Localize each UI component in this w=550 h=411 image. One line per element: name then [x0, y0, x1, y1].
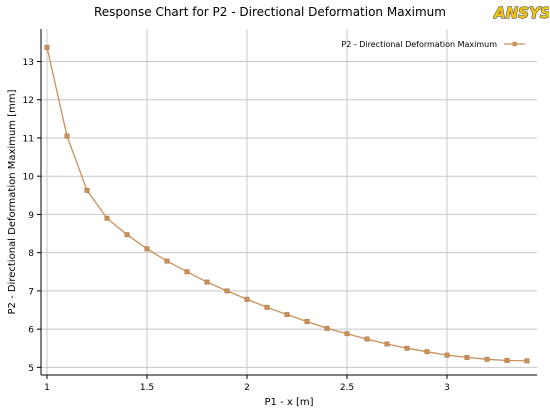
y-tick-label: 11: [23, 134, 34, 144]
plot-area: [41, 29, 537, 375]
data-point: [264, 304, 270, 310]
grid-lines: [41, 29, 537, 375]
data-point: [144, 246, 150, 252]
y-tick-label: 5: [28, 364, 34, 374]
y-tick-label: 6: [28, 326, 34, 336]
y-tick-label: 9: [28, 211, 34, 221]
data-point: [444, 352, 450, 358]
x-tick-label: 3: [444, 383, 450, 393]
data-point: [244, 296, 250, 302]
data-point: [184, 269, 190, 275]
y-axis-label: P2 - Directional Deformation Maximum [mm…: [7, 89, 18, 314]
data-point: [484, 356, 490, 362]
data-point: [524, 358, 530, 364]
tick-labels: 1 1.5 2 2.5 3 5 6 7 8 9 10 11 12 13: [23, 58, 450, 393]
data-point: [364, 336, 370, 342]
data-point: [164, 258, 170, 264]
data-point: [344, 331, 350, 337]
ansys-logo: ANSYS: [493, 3, 549, 22]
data-point: [504, 358, 510, 363]
data-point: [124, 232, 130, 238]
legend-marker: [512, 41, 517, 47]
y-tick-label: 13: [23, 58, 34, 68]
x-tick-label: 2.5: [340, 383, 354, 393]
svg-text:ANSYS: ANSYS: [493, 4, 549, 22]
x-axis-label: P1 - x [m]: [265, 397, 314, 408]
y-tick-label: 10: [23, 173, 35, 183]
legend: P2 - Directional Deformation Maximum: [341, 40, 525, 49]
data-point: [404, 345, 410, 351]
data-point: [384, 341, 390, 347]
data-point: [84, 187, 90, 193]
x-tick-label: 2: [244, 383, 250, 393]
data-point: [464, 354, 470, 360]
data-point: [304, 319, 310, 324]
data-point: [64, 133, 70, 139]
data-point: [424, 349, 430, 355]
data-point: [224, 288, 230, 294]
data-point: [104, 215, 110, 221]
data-series: [44, 44, 530, 364]
x-tick-label: 1.5: [140, 383, 154, 393]
data-point: [284, 312, 290, 318]
axes: [37, 29, 537, 379]
data-point: [44, 44, 50, 50]
x-tick-label: 1: [44, 383, 50, 393]
y-tick-label: 8: [28, 249, 34, 259]
data-point: [324, 325, 330, 331]
y-tick-label: 12: [23, 96, 34, 106]
y-tick-label: 7: [28, 287, 34, 297]
chart-title: Response Chart for P2 - Directional Defo…: [94, 5, 446, 19]
legend-label: P2 - Directional Deformation Maximum: [341, 40, 497, 49]
data-point: [204, 279, 210, 285]
